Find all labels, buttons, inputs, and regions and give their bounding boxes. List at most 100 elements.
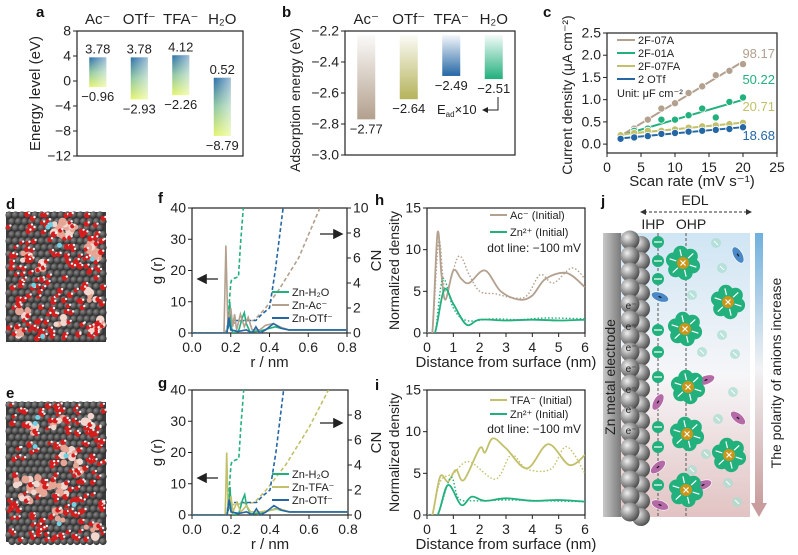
y-tick-label: −12 (47, 148, 71, 164)
zn-atom (40, 433, 49, 442)
oxygen-atom (67, 263, 72, 267)
hydrogen-atom (25, 409, 29, 412)
zn-atom (24, 505, 33, 513)
x-tick-label: 3 (502, 521, 510, 537)
hydrogen-atom (16, 244, 19, 248)
panel-label-e: e (6, 385, 14, 402)
upper-value-label: 0.52 (210, 62, 235, 77)
hydrogen-atom (58, 454, 61, 457)
zn-atom (18, 289, 26, 297)
zn-atom (37, 224, 46, 232)
x-tick-label: 5 (555, 521, 563, 537)
oxygen-atom (98, 527, 103, 532)
hydrogen-atom (46, 258, 50, 262)
zn-atom (14, 230, 23, 239)
minus-sign (704, 378, 708, 382)
hydrogen-atom (77, 512, 81, 515)
hydrogen-atom (11, 402, 15, 405)
legend-label: Zn-H₂O (292, 469, 330, 481)
hydrogen-atom (85, 255, 89, 259)
hydrogen-atom (71, 468, 75, 471)
oxygen-atom (47, 441, 52, 446)
zn-atom (99, 511, 107, 520)
zn-atom (18, 518, 26, 526)
hydrogen-atom (33, 512, 36, 515)
hydrogen-atom (31, 481, 35, 485)
petal-dipole (735, 456, 743, 460)
hydrogen-atom (82, 228, 85, 232)
oxygen-atom (18, 279, 23, 284)
dotted-curve (427, 240, 585, 333)
hydrogen-atom (78, 431, 81, 435)
hydrogen-atom (47, 531, 50, 535)
zn-atom (96, 224, 104, 232)
hydrogen-atom (12, 265, 15, 268)
zn-atom (86, 472, 94, 481)
hydrogen-atom (30, 441, 33, 444)
x-tick-label: 6 (581, 339, 589, 355)
hydrogen-atom (42, 220, 46, 223)
x-tick-label: 0 (603, 159, 611, 175)
petal-dipole (729, 461, 733, 469)
zn-atom (92, 282, 101, 291)
energy-bar-shine (213, 77, 231, 136)
hydrogen-atom (74, 511, 77, 514)
zn-atom (44, 505, 52, 513)
minus-sign (736, 416, 740, 420)
petal-dipole (717, 306, 724, 312)
y2-axis-label: CN (368, 432, 385, 454)
hydrogen-atom (73, 223, 76, 227)
y-tick-label: 10 (353, 200, 369, 216)
y-tick-label: 0.0 (582, 136, 602, 152)
hydrogen-atom (24, 296, 27, 300)
upper-value-label: 4.12 (168, 39, 193, 54)
petal-dipole (692, 491, 700, 495)
hydrogen-atom (75, 533, 78, 537)
hydrogen-atom (87, 263, 90, 266)
data-point (684, 127, 693, 136)
zn-atom (86, 498, 94, 507)
zn-atom (99, 537, 107, 546)
oxygen-atom (71, 453, 76, 458)
oxygen-atom (21, 328, 26, 333)
dot-line-note: dot line: −100 mV (487, 422, 581, 436)
zn-sphere (620, 486, 640, 506)
hydrogen-atom (53, 330, 56, 333)
hydrogen-atom (71, 310, 75, 313)
hydrogen-atom (21, 536, 24, 540)
zn-atom (5, 479, 13, 487)
zn-atom (76, 276, 85, 284)
zn-atom (37, 401, 46, 409)
x-axis-label: Distance from surface (nm) (416, 536, 597, 553)
water-dipole (703, 451, 709, 457)
zn-atom (8, 308, 16, 317)
oxygen-atom (86, 426, 90, 431)
oxygen-atom (55, 293, 60, 298)
fluorine-atom (40, 333, 46, 339)
zn-atom (5, 302, 13, 310)
petal-dipole (683, 269, 687, 277)
petal-dipole (672, 267, 679, 273)
zn-atom (50, 211, 59, 219)
hydrogen-atom (67, 308, 70, 312)
oxygen-atom (16, 265, 21, 270)
hydrogen-atom (99, 425, 102, 429)
petal-dipole (673, 429, 681, 433)
hydrogen-atom (19, 301, 22, 304)
data-point (657, 115, 666, 124)
legend-label: Zn²⁺ (Initial) (510, 409, 568, 421)
zn-atom (70, 440, 78, 448)
zn-atom (11, 518, 20, 526)
hydrogen-atom (77, 467, 81, 471)
oxygen-atom (16, 454, 20, 459)
zn-atom (24, 518, 33, 526)
lower-value-label: −8.79 (206, 138, 239, 153)
zn-atom (11, 315, 20, 323)
fluorine-atom (63, 453, 69, 459)
petal-dipole (677, 391, 684, 397)
cn-curve (192, 208, 245, 333)
hydrogen-atom (46, 319, 50, 323)
electron-label: e⁻ (626, 301, 637, 312)
ead-subscript: ad (446, 110, 455, 119)
petal-dipole (725, 441, 729, 449)
